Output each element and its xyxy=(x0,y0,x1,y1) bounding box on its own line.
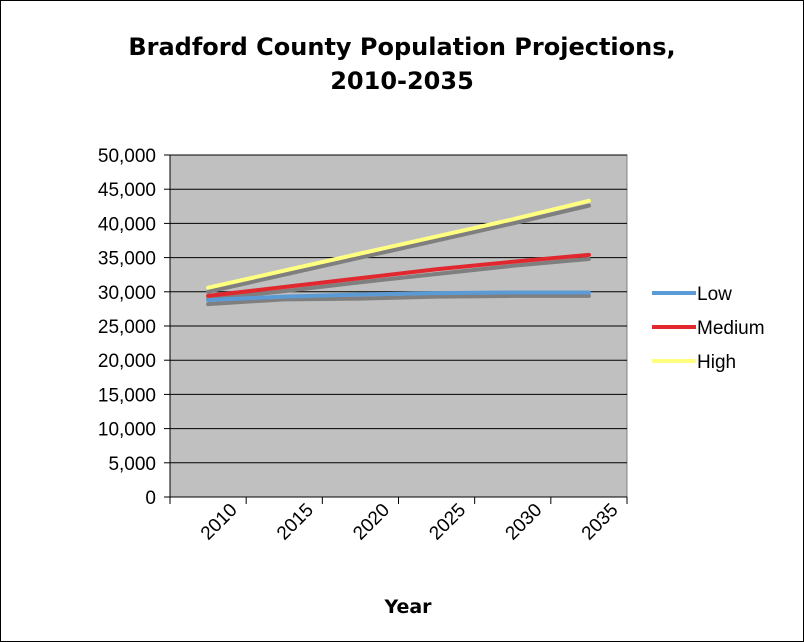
y-tick-label: 35,000 xyxy=(98,249,156,270)
legend-label-medium: Medium xyxy=(697,318,765,339)
y-tick-label: 20,000 xyxy=(98,351,156,372)
x-tick-label: 2010 xyxy=(197,500,242,545)
legend: Low Medium High xyxy=(652,284,765,373)
trendline-low xyxy=(206,293,591,307)
series-lines xyxy=(206,198,591,307)
series-line-high xyxy=(206,198,591,290)
chart-title-line-1: Bradford County Population Projections, xyxy=(128,33,676,61)
x-axis-label: Year xyxy=(383,596,432,618)
x-tick-label: 2020 xyxy=(349,500,394,545)
y-tick-label: 15,000 xyxy=(98,385,156,406)
y-tick-label: 0 xyxy=(145,488,156,509)
trendline-high xyxy=(206,203,591,294)
series-line-low xyxy=(206,290,591,303)
y-tick-label: 40,000 xyxy=(98,214,156,235)
y-tick-label: 5,000 xyxy=(108,454,156,475)
chart-title: Bradford County Population Projections, … xyxy=(0,30,804,98)
y-tick-labels: 0 5,000 10,000 15,000 20,000 25,000 30,000 35,0… xyxy=(98,146,156,509)
gridlines xyxy=(164,154,627,498)
x-tick-label: 2015 xyxy=(273,500,318,545)
y-tick-label: 25,000 xyxy=(98,317,156,338)
x-tick-labels: 2010 2015 2020 2025 2030 2035 xyxy=(197,500,623,545)
legend-label-low: Low xyxy=(697,284,732,305)
legend-label-high: High xyxy=(697,352,736,373)
x-tick-label: 2030 xyxy=(502,500,547,545)
y-tick-label: 45,000 xyxy=(98,180,156,201)
chart-title-line-2: 2010-2035 xyxy=(330,67,474,95)
y-tick-label: 10,000 xyxy=(98,420,156,441)
axes xyxy=(169,155,628,504)
x-tick-label: 2035 xyxy=(578,500,623,545)
trendline-medium xyxy=(206,256,591,302)
y-tick-label: 50,000 xyxy=(98,146,156,167)
x-tick-label: 2025 xyxy=(425,500,470,545)
series-line-medium xyxy=(206,252,591,298)
y-tick-label: 30,000 xyxy=(98,283,156,304)
